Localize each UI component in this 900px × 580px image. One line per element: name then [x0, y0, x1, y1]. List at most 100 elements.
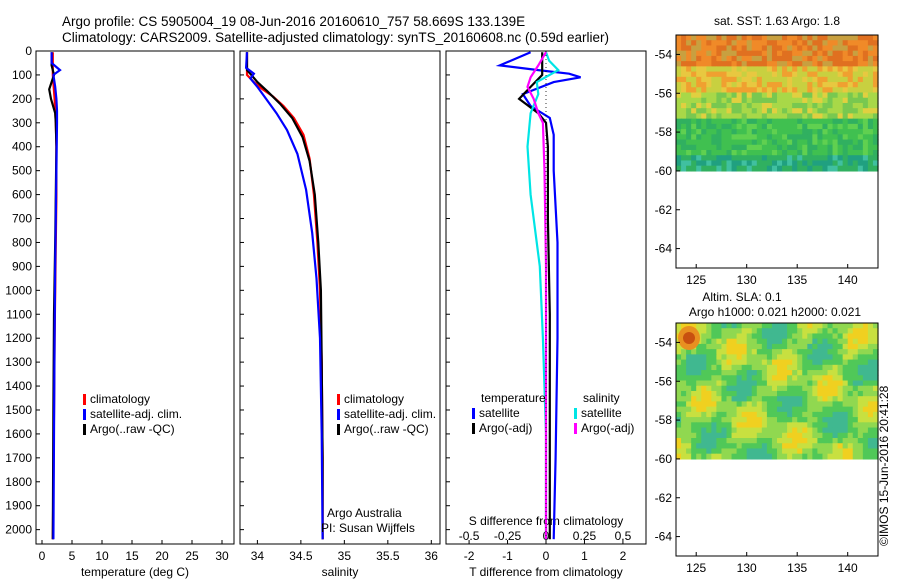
map-cell	[766, 323, 773, 329]
map-cell	[706, 61, 712, 67]
map-cell	[827, 165, 834, 172]
map-cell	[761, 129, 768, 135]
y-tick-label: -54	[655, 335, 673, 349]
x-axis-label: temperature (deg C)	[81, 565, 189, 579]
map-cell	[701, 401, 707, 408]
map-cell	[822, 417, 829, 423]
map-cell	[782, 45, 788, 52]
y-tick-label: 400	[12, 140, 32, 154]
map-cell	[857, 385, 864, 392]
map-cell	[842, 61, 849, 67]
map-cell	[837, 323, 844, 329]
map-cell	[817, 385, 824, 392]
map-cell	[716, 443, 723, 450]
map-cell	[797, 134, 803, 141]
map-cell	[686, 396, 692, 403]
map-cell	[751, 432, 758, 439]
y-tick-label: 0	[25, 44, 32, 58]
map-cell	[847, 448, 854, 455]
map-cell	[691, 61, 697, 67]
map-cell	[756, 50, 763, 57]
map-cell	[711, 401, 717, 408]
map-cell	[696, 129, 702, 135]
map-cell	[862, 66, 869, 73]
map-cell	[696, 364, 702, 371]
map-cell	[852, 61, 859, 67]
map-cell	[827, 406, 834, 413]
map-cell	[832, 129, 839, 135]
map-cell	[761, 108, 768, 115]
map-cell	[817, 113, 824, 120]
map-cell	[827, 113, 834, 120]
map-cell	[847, 370, 854, 376]
map-cell	[847, 144, 854, 151]
map-cell	[736, 118, 743, 125]
map-cell	[701, 443, 707, 450]
map-cell	[751, 113, 758, 120]
map-cell	[822, 364, 829, 371]
map-cell	[771, 129, 778, 135]
map-cell	[676, 422, 682, 429]
map-cell	[782, 87, 788, 94]
map-cell	[867, 76, 874, 83]
map-cell	[852, 113, 859, 120]
map-cell	[756, 406, 763, 413]
x-tick-label: 130	[737, 561, 757, 575]
map-cell	[751, 359, 758, 366]
map-cell	[686, 165, 692, 172]
map-cell	[792, 349, 798, 355]
map-cell	[857, 92, 864, 99]
map-cell	[777, 35, 783, 41]
map-cell	[726, 82, 733, 88]
map-cell	[777, 443, 783, 450]
map-cell	[802, 144, 808, 151]
map-cell	[867, 338, 874, 345]
map-cell	[842, 390, 849, 397]
map-cell	[822, 97, 829, 104]
map-cell	[807, 144, 813, 151]
map-cell	[761, 61, 768, 67]
map-cell	[716, 390, 723, 397]
map-cell	[696, 113, 702, 120]
map-cell	[676, 328, 682, 335]
map-cell	[731, 354, 738, 361]
map-cell	[761, 453, 768, 460]
map-cell	[832, 139, 839, 146]
map-cell	[812, 55, 818, 62]
map-cell	[832, 102, 839, 109]
map-cell	[812, 50, 818, 57]
map-cell	[711, 385, 717, 392]
y-tick-label: -62	[655, 491, 673, 505]
map-cell	[761, 396, 768, 403]
map-cell	[857, 328, 864, 335]
map-cell	[721, 40, 728, 47]
map-cell	[706, 155, 712, 162]
y-tick-label: 2000	[5, 523, 32, 537]
map-cell	[822, 102, 829, 109]
map-cell	[756, 82, 763, 88]
map-cell	[706, 385, 712, 392]
map-cell	[691, 364, 697, 371]
map-cell	[716, 343, 723, 350]
map-cell	[721, 118, 728, 125]
map-cell	[736, 349, 743, 355]
map-cell	[812, 82, 818, 88]
map-cell	[751, 82, 758, 88]
x-tick-label: 135	[787, 273, 807, 287]
map-cell	[827, 155, 834, 162]
map-cell	[792, 129, 798, 135]
map-cell	[716, 92, 723, 99]
map-cell	[812, 448, 818, 455]
map-cell	[716, 354, 723, 361]
map-cell	[842, 118, 849, 125]
map-cell	[726, 71, 733, 78]
x-tick-label: 5	[69, 549, 76, 563]
map-cell	[832, 338, 839, 345]
map-cell	[691, 432, 697, 439]
map-cell	[701, 108, 707, 115]
map-cell	[782, 354, 788, 361]
map-cell	[802, 82, 808, 88]
map-cell	[741, 35, 748, 41]
map-cell	[686, 453, 692, 460]
map-cell	[696, 380, 702, 387]
